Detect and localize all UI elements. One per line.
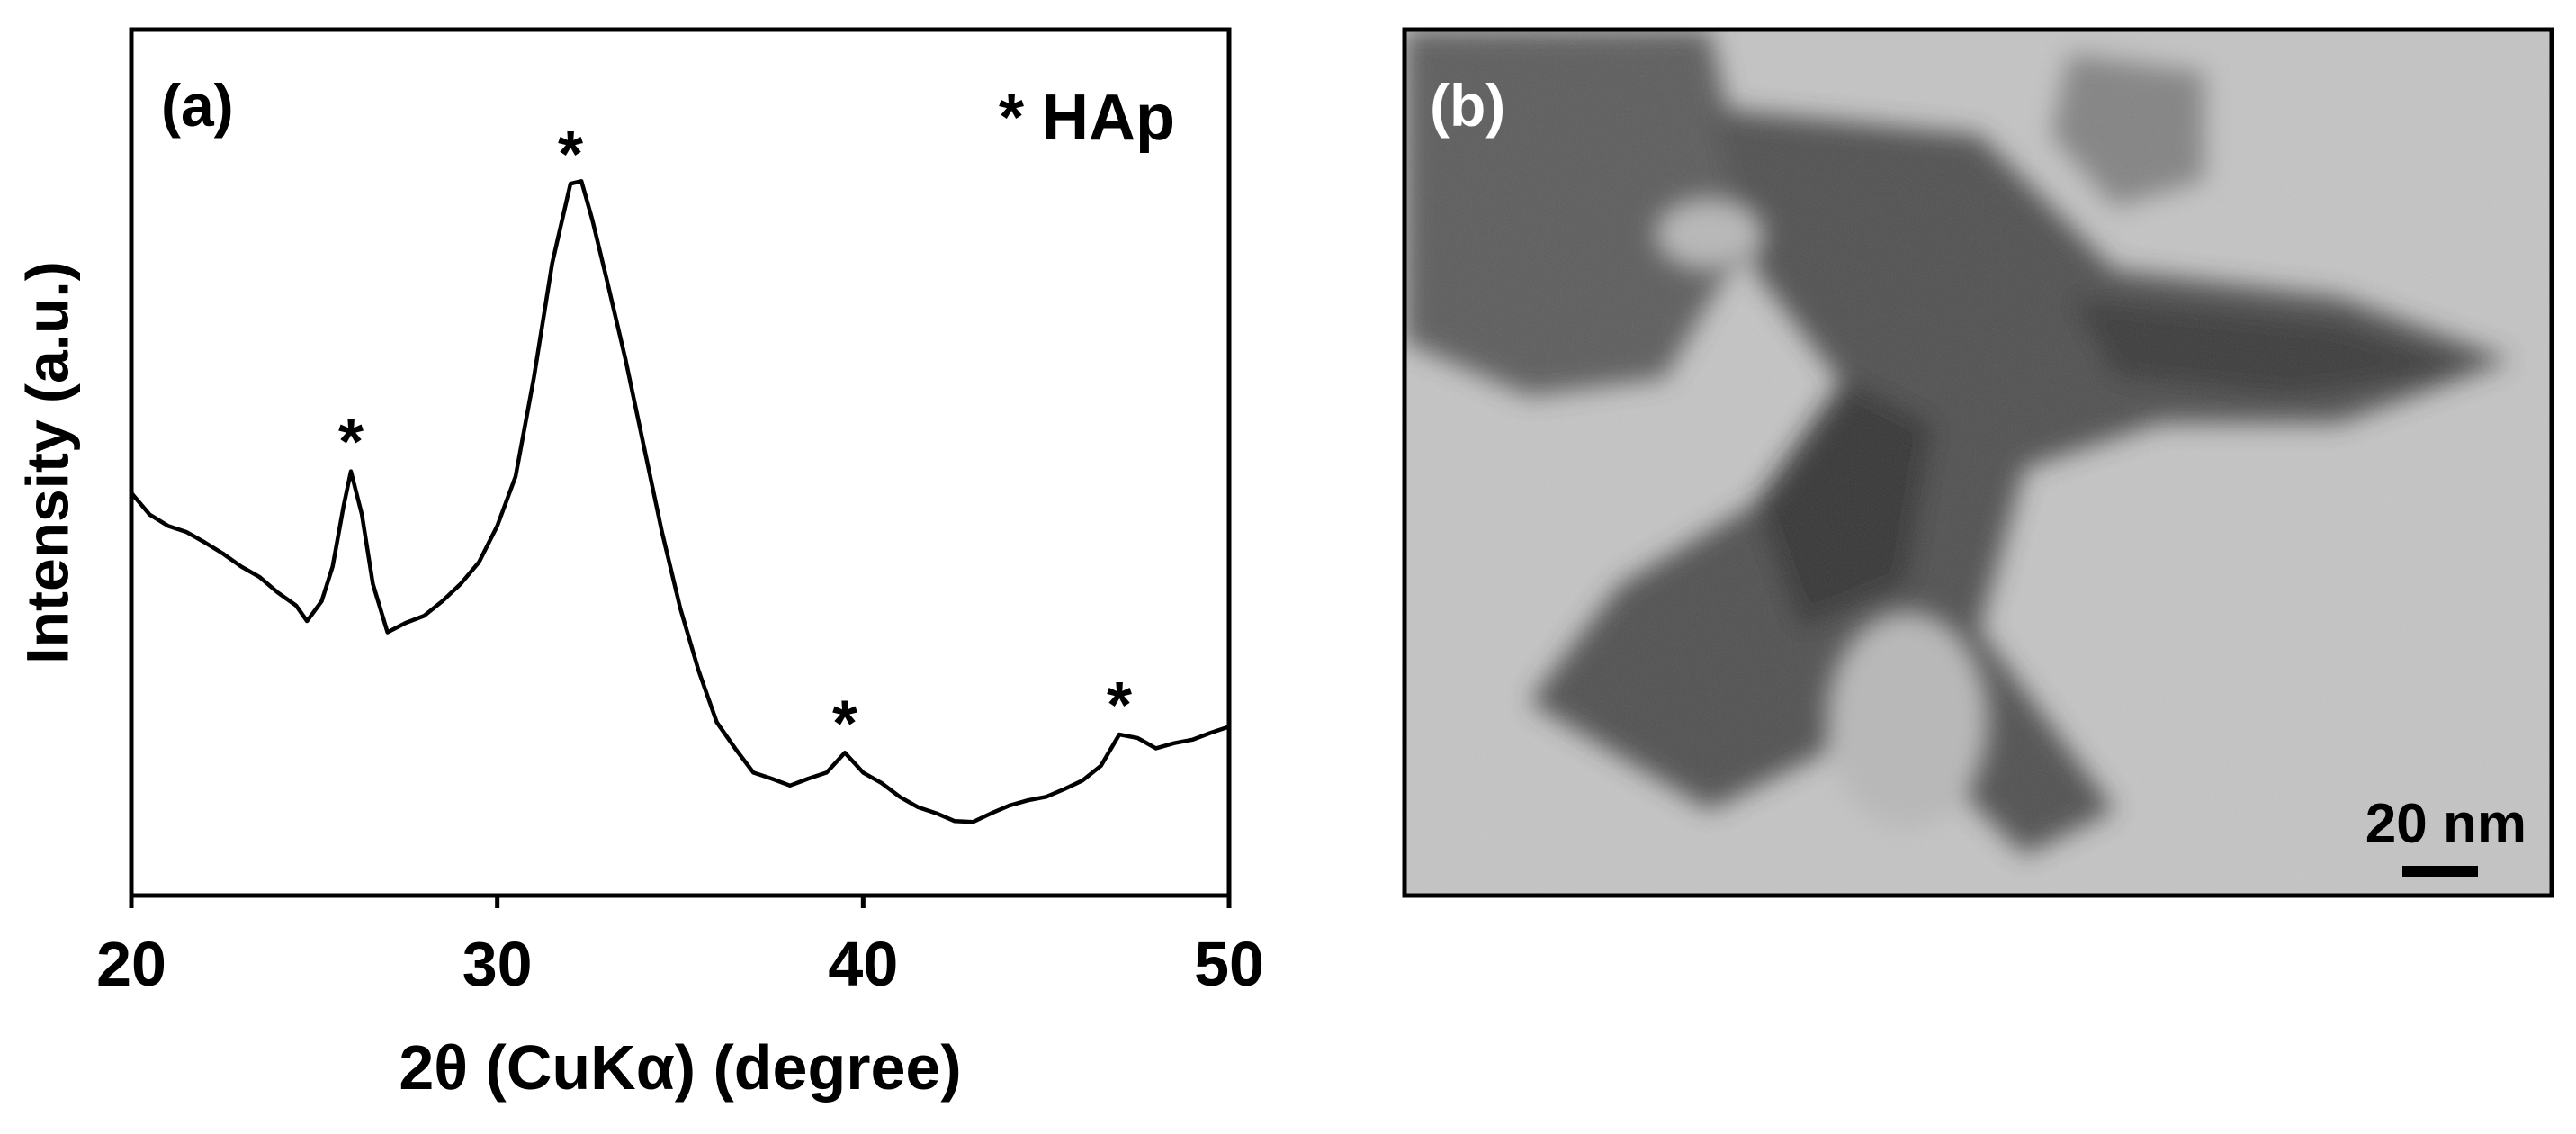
plot-area: 20 30 40 50 * * * * (96, 119, 1264, 999)
peak-marker: * (558, 119, 583, 191)
x-tick-label: 50 (1194, 929, 1264, 999)
image-frame (1402, 27, 2554, 898)
peak-marker: * (1107, 670, 1132, 742)
x-tick-label: 30 (462, 929, 533, 999)
annotation-key: * HAp (999, 82, 1175, 154)
scale-bar-label: 20 nm (2365, 793, 2527, 855)
x-tick-label: 20 (96, 929, 166, 999)
tem-image (1405, 30, 2552, 896)
plot-frame (129, 27, 1232, 898)
x-axis-label: 2θ (CuKα) (degree) (399, 1032, 961, 1102)
peak-marker: * (338, 407, 364, 479)
scale-bar (2402, 866, 2478, 877)
x-tick-label: 40 (828, 929, 898, 999)
y-axis-label: Intensity (a.u.) (13, 261, 80, 663)
panel-label: (a) (161, 72, 234, 139)
panel-label: (b) (1430, 72, 1505, 139)
peak-marker: * (832, 688, 857, 760)
line-series (130, 179, 1230, 824)
